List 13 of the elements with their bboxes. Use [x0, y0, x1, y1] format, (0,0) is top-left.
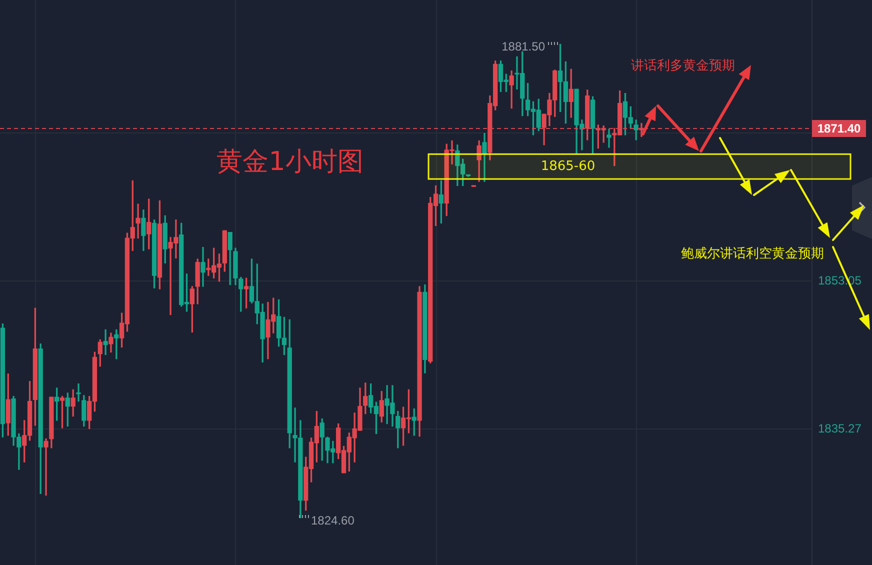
band-label: 1865-60 [540, 158, 596, 174]
y-tick-label: 1835.27 [818, 421, 862, 436]
candlestick [136, 204, 140, 238]
ref-line-label: 1871.40 [817, 121, 862, 136]
annotation: 讲话利多黄金预期 [631, 58, 735, 74]
candlestick [606, 128, 612, 148]
candlestick [76, 383, 81, 402]
annotation: 1881.50 [502, 39, 546, 54]
candlestick [103, 329, 108, 355]
candlestick [44, 438, 48, 496]
text: 黄金1小时图 [216, 146, 364, 177]
annotation: 1824.60 [311, 513, 355, 528]
annotation: 鲍威尔讲话利空黄金预期 [681, 246, 824, 262]
